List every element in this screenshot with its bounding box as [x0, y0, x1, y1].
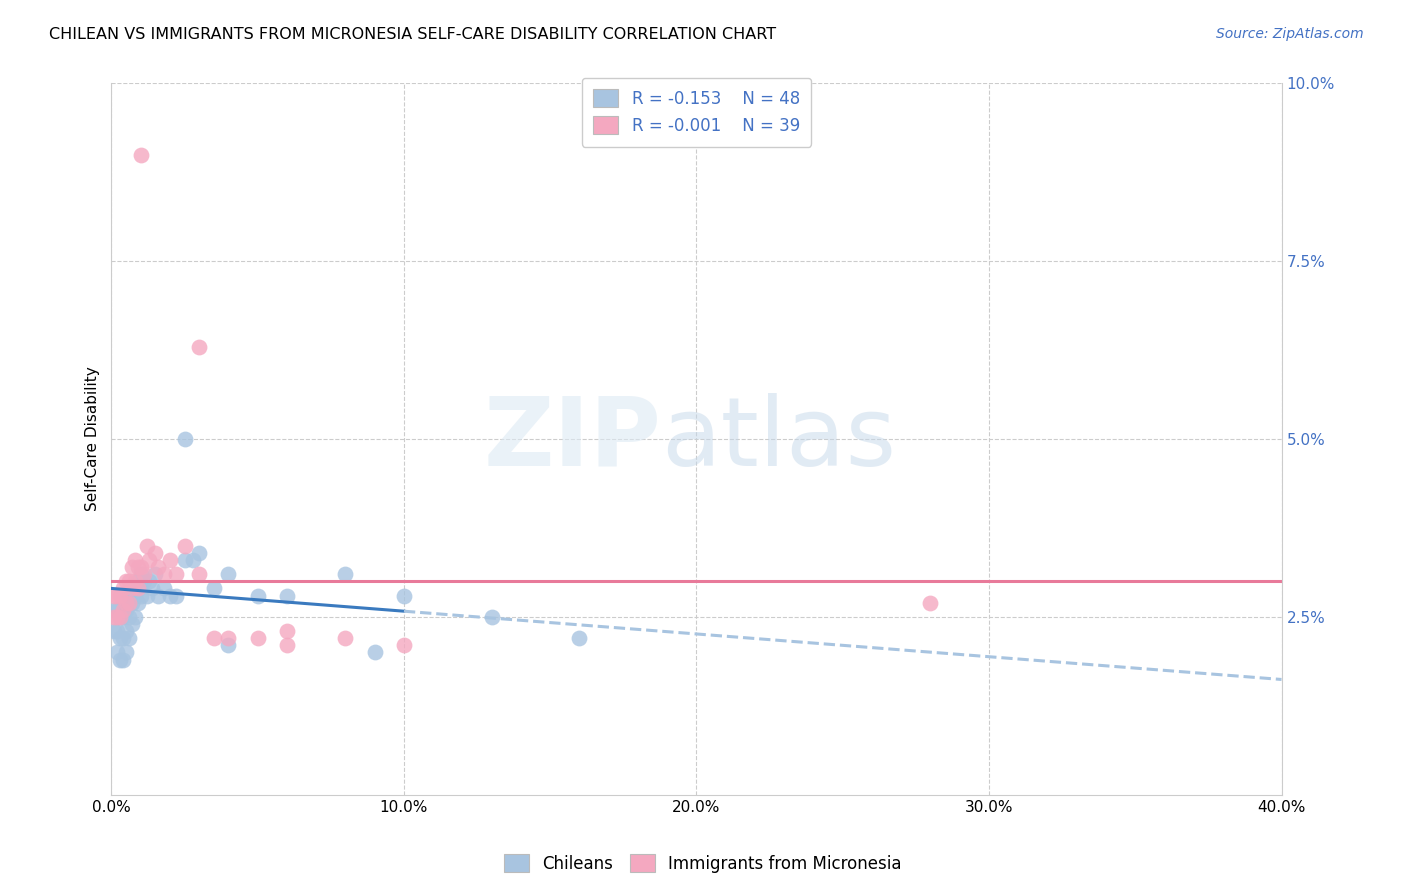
- Point: [112, 582, 135, 596]
- Point: [363, 645, 385, 659]
- Point: [105, 645, 128, 659]
- Point: [124, 553, 146, 567]
- Point: [118, 596, 141, 610]
- Text: CHILEAN VS IMMIGRANTS FROM MICRONESIA SELF-CARE DISABILITY CORRELATION CHART: CHILEAN VS IMMIGRANTS FROM MICRONESIA SE…: [49, 27, 776, 42]
- Legend: R = -0.153    N = 48, R = -0.001    N = 39: R = -0.153 N = 48, R = -0.001 N = 39: [582, 78, 811, 146]
- Point: [112, 652, 135, 666]
- Point: [148, 560, 170, 574]
- Point: [124, 589, 146, 603]
- Point: [108, 589, 131, 603]
- Point: [105, 610, 128, 624]
- Point: [129, 589, 152, 603]
- Point: [217, 567, 239, 582]
- Point: [143, 546, 166, 560]
- Point: [920, 596, 942, 610]
- Point: [115, 603, 138, 617]
- Point: [108, 610, 131, 624]
- Point: [138, 553, 160, 567]
- Point: [118, 610, 141, 624]
- Point: [129, 560, 152, 574]
- Point: [124, 610, 146, 624]
- Point: [108, 652, 131, 666]
- Point: [276, 638, 298, 652]
- Point: [121, 617, 143, 632]
- Point: [105, 624, 128, 639]
- Point: [118, 574, 141, 589]
- Point: [276, 589, 298, 603]
- Point: [129, 147, 152, 161]
- Point: [127, 560, 149, 574]
- Point: [217, 631, 239, 645]
- Point: [108, 610, 131, 624]
- Point: [173, 553, 195, 567]
- Point: [108, 631, 131, 645]
- Point: [481, 610, 503, 624]
- Point: [141, 582, 163, 596]
- Legend: Chileans, Immigrants from Micronesia: Chileans, Immigrants from Micronesia: [498, 847, 908, 880]
- Point: [165, 567, 187, 582]
- Point: [276, 624, 298, 639]
- Point: [202, 631, 225, 645]
- Point: [202, 582, 225, 596]
- Point: [135, 589, 157, 603]
- Point: [115, 596, 138, 610]
- Point: [181, 553, 204, 567]
- Point: [115, 624, 138, 639]
- Point: [127, 574, 149, 589]
- Point: [138, 574, 160, 589]
- Point: [121, 582, 143, 596]
- Point: [217, 638, 239, 652]
- Point: [105, 603, 128, 617]
- Point: [129, 567, 152, 582]
- Point: [112, 610, 135, 624]
- Point: [173, 539, 195, 553]
- Point: [392, 638, 415, 652]
- Text: Source: ZipAtlas.com: Source: ZipAtlas.com: [1216, 27, 1364, 41]
- Point: [153, 567, 176, 582]
- Point: [127, 582, 149, 596]
- Point: [246, 589, 269, 603]
- Point: [103, 624, 125, 639]
- Point: [118, 589, 141, 603]
- Point: [118, 631, 141, 645]
- Point: [135, 539, 157, 553]
- Point: [173, 432, 195, 446]
- Text: atlas: atlas: [661, 392, 897, 485]
- Point: [132, 574, 155, 589]
- Point: [115, 574, 138, 589]
- Point: [392, 589, 415, 603]
- Point: [121, 596, 143, 610]
- Point: [143, 567, 166, 582]
- Point: [115, 645, 138, 659]
- Point: [159, 589, 181, 603]
- Point: [148, 589, 170, 603]
- Point: [112, 631, 135, 645]
- Text: ZIP: ZIP: [484, 392, 661, 485]
- Point: [159, 553, 181, 567]
- Point: [188, 546, 211, 560]
- Y-axis label: Self-Care Disability: Self-Care Disability: [86, 367, 100, 511]
- Point: [124, 574, 146, 589]
- Point: [103, 589, 125, 603]
- Point: [132, 567, 155, 582]
- Point: [103, 603, 125, 617]
- Point: [165, 589, 187, 603]
- Point: [246, 631, 269, 645]
- Point: [127, 596, 149, 610]
- Point: [103, 610, 125, 624]
- Point: [335, 567, 357, 582]
- Point: [153, 582, 176, 596]
- Point: [105, 589, 128, 603]
- Point: [112, 603, 135, 617]
- Point: [568, 631, 591, 645]
- Point: [121, 560, 143, 574]
- Point: [335, 631, 357, 645]
- Point: [188, 340, 211, 354]
- Point: [188, 567, 211, 582]
